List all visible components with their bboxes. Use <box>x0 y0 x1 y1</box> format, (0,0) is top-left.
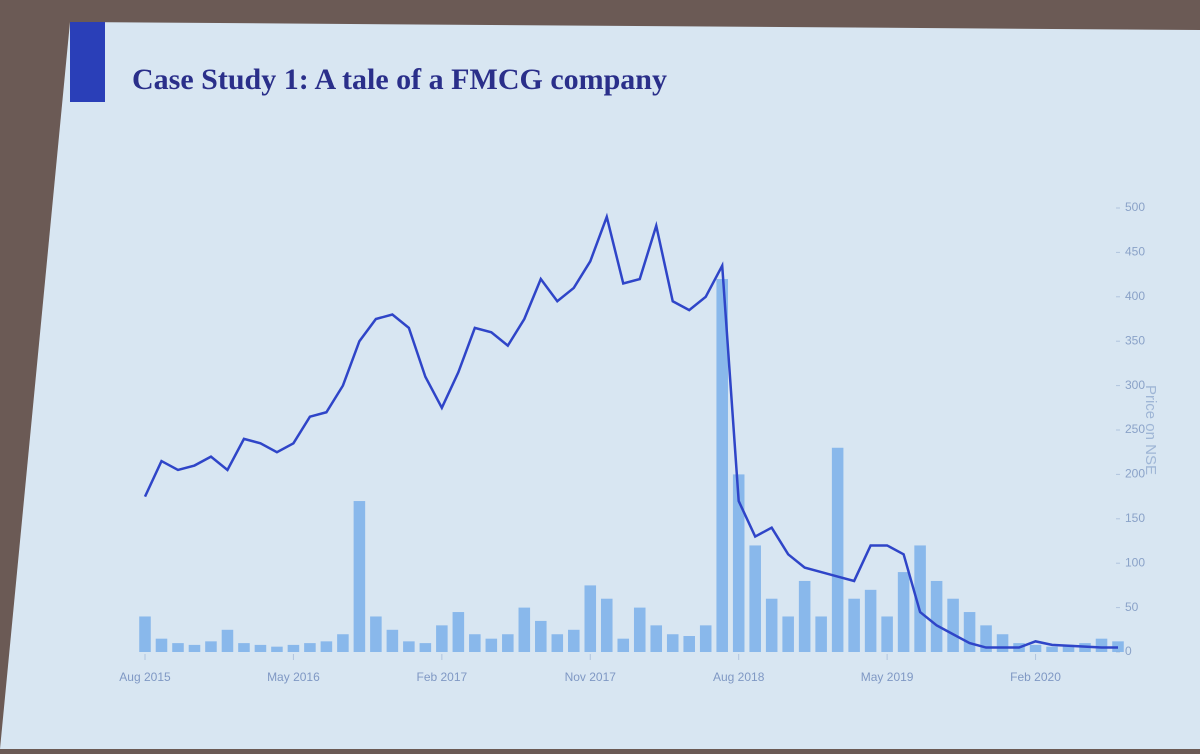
x-tick-label: May 2019 <box>861 670 914 684</box>
volume-bar <box>1095 638 1108 652</box>
volume-bar <box>749 545 761 652</box>
y-tick-label: 500 <box>1125 200 1145 214</box>
volume-bar <box>1046 646 1058 652</box>
volume-bar <box>419 643 432 652</box>
x-tick-label: Feb 2017 <box>416 670 467 684</box>
volume-bar <box>881 616 893 652</box>
volume-bar <box>353 501 366 652</box>
volume-bar <box>600 598 613 652</box>
volume-bar <box>914 545 926 652</box>
y-tick-label: 100 <box>1125 555 1145 569</box>
y-tick-label: 250 <box>1125 422 1145 436</box>
x-tick-label: Aug 2015 <box>119 670 171 684</box>
volume-bar <box>535 620 547 652</box>
volume-bar <box>699 625 712 652</box>
x-tick-label: Feb 2020 <box>1010 670 1061 684</box>
volume-bar <box>502 634 514 652</box>
volume-bar <box>633 607 646 652</box>
volume-bar <box>947 598 959 652</box>
screen <box>0 22 1200 749</box>
volume-bar <box>996 634 1009 652</box>
volume-bar <box>1062 644 1075 652</box>
y-tick-label: 0 <box>1125 644 1132 658</box>
volume-bar <box>930 580 943 652</box>
volume-bar <box>963 612 976 652</box>
volume-bar <box>452 612 465 652</box>
volume-bar <box>386 629 399 652</box>
volume-bar <box>848 598 860 652</box>
volume-bar <box>469 634 481 652</box>
volume-bar <box>650 625 663 652</box>
volume-bar <box>683 636 695 652</box>
volume-bar <box>584 585 597 652</box>
y-tick-label: 150 <box>1125 511 1145 525</box>
volume-bar <box>205 641 217 652</box>
y-tick-label: 350 <box>1125 333 1145 347</box>
y-tick-label: 400 <box>1125 289 1145 303</box>
volume-bar <box>716 279 728 652</box>
volume-bar <box>221 629 234 652</box>
volume-bar <box>254 644 267 652</box>
volume-bar <box>188 644 201 652</box>
volume-bar <box>617 638 630 652</box>
price-line <box>143 212 1118 649</box>
volume-bar <box>666 634 679 652</box>
x-tick-label: Aug 2018 <box>713 670 765 684</box>
volume-bar <box>1029 644 1042 652</box>
volume-bar <box>518 607 531 652</box>
x-tick-label: Nov 2017 <box>565 670 617 684</box>
y-tick-label: 450 <box>1125 245 1145 259</box>
x-tick-label: May 2016 <box>267 670 320 684</box>
volume-bar <box>864 589 877 652</box>
volume-bar <box>485 638 498 652</box>
volume-bar <box>980 625 992 652</box>
volume-bar <box>831 447 844 652</box>
y-tick-label: 200 <box>1125 467 1145 481</box>
volume-bar <box>320 641 333 652</box>
volume-bar <box>155 638 168 652</box>
volume-bar <box>370 616 382 652</box>
volume-bar <box>551 634 564 652</box>
volume-bar <box>798 580 811 652</box>
accent <box>70 22 105 102</box>
volume-bar <box>732 474 745 652</box>
volume-bar <box>172 643 184 652</box>
volume-bar <box>815 616 827 652</box>
volume-bar <box>337 634 349 652</box>
y-axis-label: Price on NSE <box>1142 385 1159 475</box>
volume-bar <box>139 616 151 652</box>
volume-bar <box>436 625 448 652</box>
y-tick-label: 50 <box>1125 600 1139 614</box>
volume-bar <box>287 644 300 652</box>
chart-title: Case Study 1: A tale of a FMCG company <box>132 63 667 96</box>
volume-bar <box>403 641 415 652</box>
volume-bar <box>304 643 316 652</box>
volume-bar <box>271 646 283 652</box>
volume-bar <box>568 629 580 652</box>
volume-bar <box>897 572 910 652</box>
volume-bar <box>765 598 778 652</box>
volume-bar <box>782 616 794 652</box>
y-tick-label: 300 <box>1125 378 1145 392</box>
volume-bar <box>238 643 250 652</box>
